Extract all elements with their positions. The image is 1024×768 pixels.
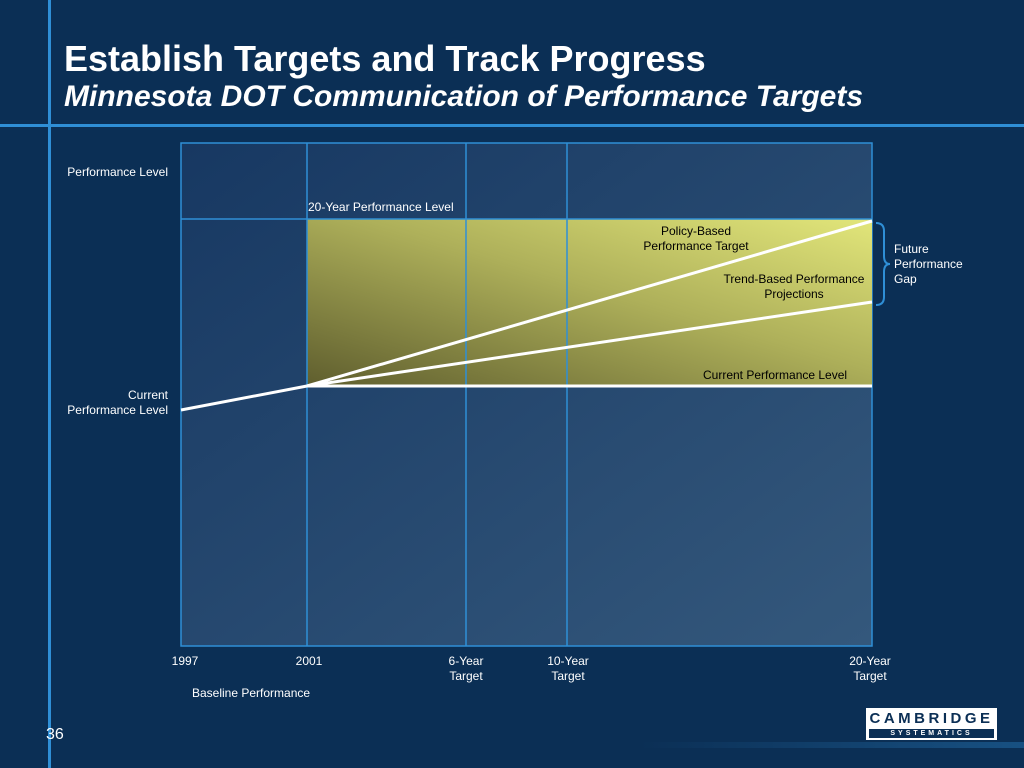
trend-projection-label: Trend-Based Performance Projections: [723, 272, 865, 301]
future-gap-label: Future Performance Gap: [894, 242, 963, 286]
x-tick-2001: 2001: [295, 654, 323, 668]
current-level-line-label: Current Performance Level: [703, 368, 848, 382]
page-number: 36: [46, 726, 64, 743]
slide-subtitle: Minnesota DOT Communication of Performan…: [64, 80, 863, 113]
y-axis-label: Performance Level: [67, 165, 168, 179]
x-tick-6-year: 6-Year Target: [448, 654, 484, 683]
x-tick-1997: 1997: [171, 654, 199, 668]
slide-title: Establish Targets and Track Progress: [64, 38, 706, 79]
policy-target-label: Policy-Based Performance Target: [643, 224, 749, 253]
twenty-year-level-label: 20-Year Performance Level: [308, 200, 454, 214]
trend-projection-line: [306, 300, 873, 388]
decorative-vertical-rule: [48, 0, 51, 768]
decorative-strip: [640, 742, 1024, 748]
x-tick-20-year: 20-Year Target: [849, 654, 891, 683]
logo-subtitle: SYSTEMATICS: [869, 729, 994, 738]
baseline-label: Baseline Performance: [192, 686, 311, 700]
gap-brace-icon: [875, 222, 891, 306]
x-tick-10-year: 10-Year Target: [547, 654, 589, 683]
historical-trend-line: [180, 384, 308, 412]
current-level-axis-label: Current Performance Level: [67, 388, 168, 417]
decorative-horizontal-rule: [0, 124, 1024, 127]
policy-target-line: [306, 219, 873, 388]
logo-wordmark: CAMBRIDGE: [869, 710, 994, 727]
cambridge-systematics-logo: CAMBRIDGE SYSTEMATICS: [866, 708, 997, 740]
